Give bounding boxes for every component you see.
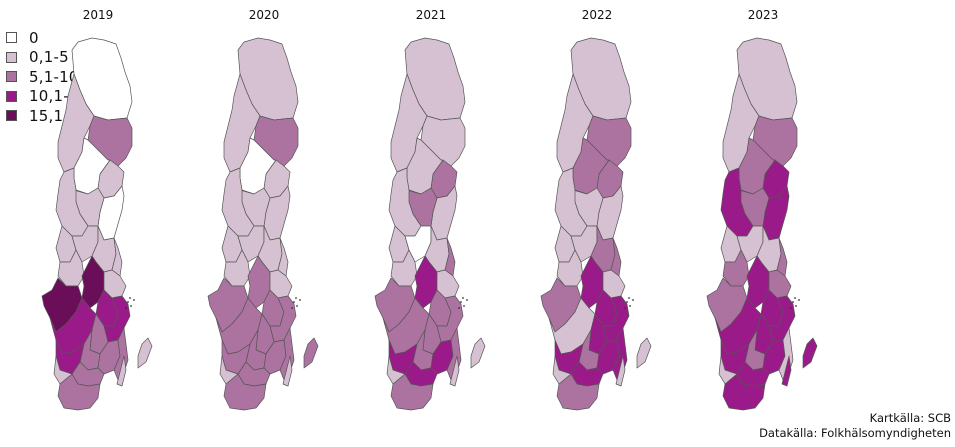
- archipelago-islet: [792, 301, 794, 303]
- legend-label: 0,1-5: [29, 48, 69, 67]
- archipelago-islet: [125, 307, 127, 309]
- archipelago-islet: [794, 297, 796, 299]
- archipelago-islet: [466, 299, 468, 301]
- map-year-title: 2023: [747, 8, 779, 22]
- legend-item: 0: [6, 28, 88, 48]
- map-region: [752, 115, 798, 167]
- legend-swatch: [6, 110, 17, 122]
- archipelago-islet: [460, 301, 462, 303]
- archipelago-islet: [624, 307, 626, 309]
- map-region: [137, 337, 153, 369]
- map-region: [386, 355, 406, 385]
- map-panel-2023: 2023: [665, 0, 818, 447]
- map-source: Kartkälla: SCB: [869, 411, 951, 425]
- map-panel-2022: 2022: [499, 0, 652, 447]
- archipelago-islet: [795, 305, 797, 307]
- archipelago-islet: [129, 297, 131, 299]
- archipelago-islet: [462, 297, 464, 299]
- map-region: [219, 355, 239, 385]
- map-year-title: 2022: [581, 8, 613, 22]
- archipelago-islet: [296, 305, 298, 307]
- archipelago-islet: [790, 307, 792, 309]
- archipelago-islet: [295, 297, 297, 299]
- map-region: [615, 355, 626, 387]
- archipelago-islet: [291, 307, 293, 309]
- archipelago-islet: [458, 307, 460, 309]
- map-region: [781, 355, 792, 387]
- archipelago-islet: [293, 301, 295, 303]
- data-source: Datakälla: Folkhälsomyndigheten: [759, 426, 951, 440]
- map-region: [282, 355, 293, 387]
- map-region: [303, 337, 319, 369]
- map-year-title: 2021: [415, 8, 447, 22]
- map-region: [390, 373, 434, 411]
- map-region: [253, 115, 299, 167]
- map-region: [57, 373, 101, 411]
- archipelago-islet: [463, 305, 465, 307]
- legend-label: 15,1-: [29, 106, 69, 125]
- map-region: [586, 115, 632, 167]
- map-year-title: 2019: [82, 8, 114, 22]
- map-region: [470, 337, 486, 369]
- map-region: [449, 355, 460, 387]
- legend-item: 15,1-: [6, 106, 88, 126]
- legend-item: 5,1-10: [6, 67, 88, 87]
- archipelago-islet: [632, 299, 634, 301]
- map-region: [718, 355, 738, 385]
- archipelago-islet: [133, 299, 135, 301]
- map-region: [223, 373, 267, 411]
- legend-swatch: [6, 51, 17, 63]
- map-region: [116, 355, 127, 387]
- map-panel-2019: 2019: [0, 0, 153, 447]
- map-region: [87, 115, 133, 167]
- archipelago-islet: [130, 305, 132, 307]
- archipelago-islet: [127, 301, 129, 303]
- legend-item: 0,1-5: [6, 48, 88, 68]
- archipelago-islet: [798, 299, 800, 301]
- sweden-choropleth-map: [540, 37, 652, 411]
- map-panel-2020: 2020: [166, 0, 319, 447]
- legend-swatch: [6, 32, 17, 44]
- legend-swatch: [6, 71, 17, 83]
- map-year-title: 2020: [248, 8, 280, 22]
- map-region: [556, 373, 600, 411]
- legend-label: 5,1-10: [29, 67, 79, 86]
- archipelago-islet: [299, 299, 301, 301]
- map-region: [552, 355, 572, 385]
- map-panel-2021: 2021: [333, 0, 486, 447]
- legend-label: 0: [29, 28, 39, 47]
- legend-swatch: [6, 90, 17, 102]
- archipelago-islet: [628, 297, 630, 299]
- sweden-choropleth-map: [41, 37, 153, 411]
- map-region: [802, 337, 818, 369]
- map-region: [53, 355, 73, 385]
- sweden-choropleth-map: [374, 37, 486, 411]
- credits: Kartkälla: SCB Datakälla: Folkhälsomyndi…: [759, 411, 951, 441]
- map-region: [722, 373, 766, 411]
- sweden-choropleth-map: [706, 37, 818, 411]
- map-region: [636, 337, 652, 369]
- map-region: [420, 115, 466, 167]
- archipelago-islet: [629, 305, 631, 307]
- sweden-choropleth-map: [207, 37, 319, 411]
- archipelago-islet: [626, 301, 628, 303]
